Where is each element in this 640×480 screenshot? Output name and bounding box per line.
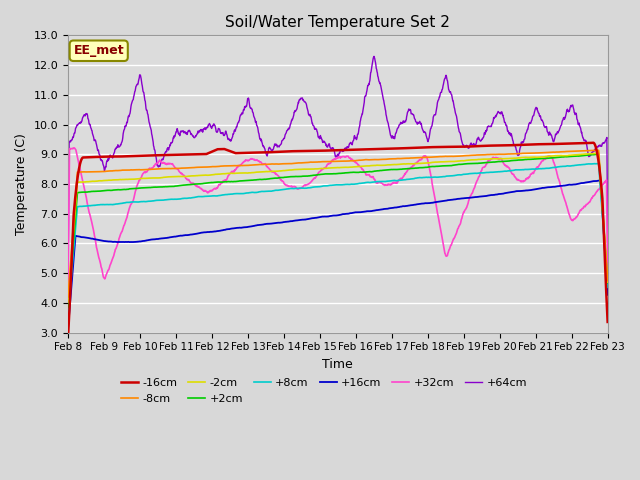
Legend: -16cm, -8cm, -2cm, +2cm, +8cm, +16cm, +32cm, +64cm: -16cm, -8cm, -2cm, +2cm, +8cm, +16cm, +3…	[116, 374, 531, 408]
Text: EE_met: EE_met	[74, 44, 124, 57]
Title: Soil/Water Temperature Set 2: Soil/Water Temperature Set 2	[225, 15, 451, 30]
X-axis label: Time: Time	[323, 358, 353, 371]
Y-axis label: Temperature (C): Temperature (C)	[15, 133, 28, 235]
